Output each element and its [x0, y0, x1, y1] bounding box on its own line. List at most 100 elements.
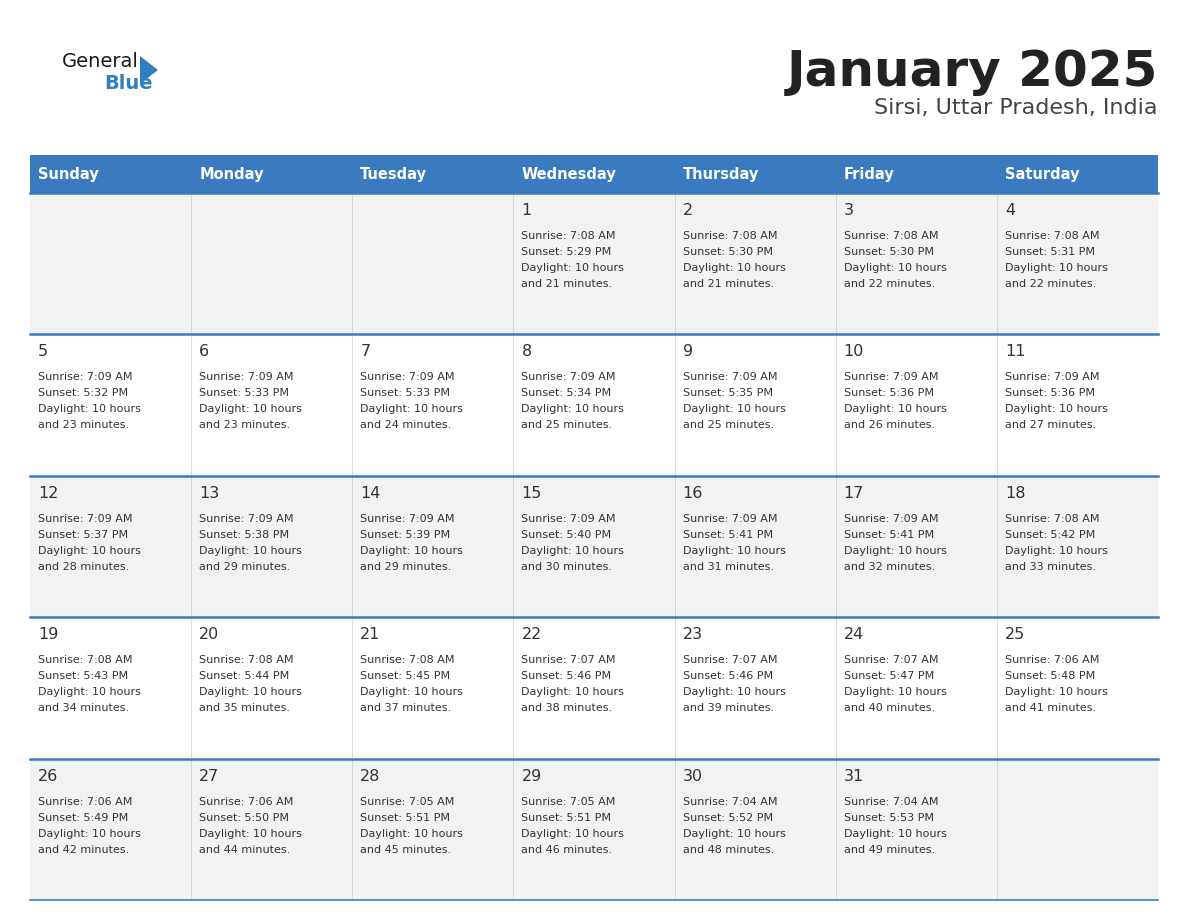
Text: Sunset: 5:38 PM: Sunset: 5:38 PM: [200, 530, 289, 540]
Text: Sunset: 5:43 PM: Sunset: 5:43 PM: [38, 671, 128, 681]
Text: Sunrise: 7:09 AM: Sunrise: 7:09 AM: [360, 514, 455, 524]
Text: Sirsi, Uttar Pradesh, India: Sirsi, Uttar Pradesh, India: [874, 98, 1158, 118]
Text: and 22 minutes.: and 22 minutes.: [843, 279, 935, 289]
Text: and 23 minutes.: and 23 minutes.: [38, 420, 129, 431]
Text: Sunrise: 7:09 AM: Sunrise: 7:09 AM: [200, 373, 293, 383]
Text: Sunset: 5:30 PM: Sunset: 5:30 PM: [843, 247, 934, 257]
Text: Sunrise: 7:04 AM: Sunrise: 7:04 AM: [683, 797, 777, 807]
Text: 15: 15: [522, 486, 542, 501]
Text: 17: 17: [843, 486, 864, 501]
Text: and 29 minutes.: and 29 minutes.: [360, 562, 451, 572]
Text: Sunrise: 7:08 AM: Sunrise: 7:08 AM: [1005, 514, 1099, 524]
Text: Sunset: 5:35 PM: Sunset: 5:35 PM: [683, 388, 772, 398]
Text: Sunset: 5:51 PM: Sunset: 5:51 PM: [360, 812, 450, 823]
Text: and 45 minutes.: and 45 minutes.: [360, 845, 451, 855]
Text: Blue: Blue: [105, 74, 152, 93]
Text: 1: 1: [522, 203, 532, 218]
Text: Daylight: 10 hours: Daylight: 10 hours: [360, 546, 463, 555]
Text: Daylight: 10 hours: Daylight: 10 hours: [38, 546, 141, 555]
Text: Daylight: 10 hours: Daylight: 10 hours: [200, 546, 302, 555]
Text: and 24 minutes.: and 24 minutes.: [360, 420, 451, 431]
Text: and 49 minutes.: and 49 minutes.: [843, 845, 935, 855]
Text: Daylight: 10 hours: Daylight: 10 hours: [522, 405, 625, 414]
Text: and 32 minutes.: and 32 minutes.: [843, 562, 935, 572]
Text: Daylight: 10 hours: Daylight: 10 hours: [38, 405, 141, 414]
Text: and 26 minutes.: and 26 minutes.: [843, 420, 935, 431]
Text: January 2025: January 2025: [786, 48, 1158, 96]
Text: and 21 minutes.: and 21 minutes.: [522, 279, 613, 289]
Text: Daylight: 10 hours: Daylight: 10 hours: [1005, 546, 1107, 555]
Text: Sunset: 5:50 PM: Sunset: 5:50 PM: [200, 812, 289, 823]
Text: Sunset: 5:41 PM: Sunset: 5:41 PM: [843, 530, 934, 540]
Text: Sunset: 5:41 PM: Sunset: 5:41 PM: [683, 530, 772, 540]
Text: Daylight: 10 hours: Daylight: 10 hours: [360, 405, 463, 414]
Text: and 42 minutes.: and 42 minutes.: [38, 845, 129, 855]
Text: Daylight: 10 hours: Daylight: 10 hours: [843, 405, 947, 414]
Text: Daylight: 10 hours: Daylight: 10 hours: [683, 405, 785, 414]
Text: 22: 22: [522, 627, 542, 643]
Text: and 34 minutes.: and 34 minutes.: [38, 703, 129, 713]
Text: 21: 21: [360, 627, 380, 643]
Text: and 48 minutes.: and 48 minutes.: [683, 845, 773, 855]
Text: 26: 26: [38, 768, 58, 784]
Text: and 30 minutes.: and 30 minutes.: [522, 562, 613, 572]
Text: Sunset: 5:39 PM: Sunset: 5:39 PM: [360, 530, 450, 540]
Text: Daylight: 10 hours: Daylight: 10 hours: [200, 405, 302, 414]
Polygon shape: [140, 56, 158, 84]
Text: General: General: [62, 52, 139, 71]
Text: Daylight: 10 hours: Daylight: 10 hours: [843, 829, 947, 839]
Text: Sunset: 5:49 PM: Sunset: 5:49 PM: [38, 812, 128, 823]
Text: 5: 5: [38, 344, 49, 360]
Text: 11: 11: [1005, 344, 1025, 360]
Text: Sunrise: 7:09 AM: Sunrise: 7:09 AM: [843, 514, 939, 524]
Text: Sunrise: 7:08 AM: Sunrise: 7:08 AM: [1005, 231, 1099, 241]
Text: Sunset: 5:36 PM: Sunset: 5:36 PM: [1005, 388, 1095, 398]
Text: 28: 28: [360, 768, 380, 784]
Text: Sunset: 5:33 PM: Sunset: 5:33 PM: [200, 388, 289, 398]
Text: 29: 29: [522, 768, 542, 784]
Text: 25: 25: [1005, 627, 1025, 643]
Text: Sunrise: 7:07 AM: Sunrise: 7:07 AM: [683, 655, 777, 666]
Text: Sunrise: 7:09 AM: Sunrise: 7:09 AM: [683, 373, 777, 383]
Text: Sunrise: 7:07 AM: Sunrise: 7:07 AM: [522, 655, 615, 666]
Text: and 28 minutes.: and 28 minutes.: [38, 562, 129, 572]
Text: and 33 minutes.: and 33 minutes.: [1005, 562, 1095, 572]
Text: Daylight: 10 hours: Daylight: 10 hours: [522, 546, 625, 555]
Text: Tuesday: Tuesday: [360, 166, 428, 182]
Text: Sunrise: 7:08 AM: Sunrise: 7:08 AM: [683, 231, 777, 241]
Text: Sunrise: 7:08 AM: Sunrise: 7:08 AM: [200, 655, 293, 666]
Text: 4: 4: [1005, 203, 1015, 218]
Bar: [513, 155, 675, 193]
Text: Daylight: 10 hours: Daylight: 10 hours: [360, 688, 463, 697]
Text: Sunset: 5:42 PM: Sunset: 5:42 PM: [1005, 530, 1095, 540]
Text: Daylight: 10 hours: Daylight: 10 hours: [1005, 688, 1107, 697]
Text: Daylight: 10 hours: Daylight: 10 hours: [683, 546, 785, 555]
Text: Sunset: 5:45 PM: Sunset: 5:45 PM: [360, 671, 450, 681]
Text: 27: 27: [200, 768, 220, 784]
Bar: [675, 155, 835, 193]
Text: Daylight: 10 hours: Daylight: 10 hours: [38, 829, 141, 839]
Text: Daylight: 10 hours: Daylight: 10 hours: [200, 688, 302, 697]
Text: 3: 3: [843, 203, 854, 218]
Bar: [30, 155, 191, 193]
Text: Sunrise: 7:09 AM: Sunrise: 7:09 AM: [360, 373, 455, 383]
Text: Sunrise: 7:09 AM: Sunrise: 7:09 AM: [683, 514, 777, 524]
Text: and 25 minutes.: and 25 minutes.: [683, 420, 773, 431]
Text: Daylight: 10 hours: Daylight: 10 hours: [38, 688, 141, 697]
Text: 12: 12: [38, 486, 58, 501]
Text: Monday: Monday: [200, 166, 264, 182]
Text: 19: 19: [38, 627, 58, 643]
Text: Daylight: 10 hours: Daylight: 10 hours: [683, 829, 785, 839]
Text: 10: 10: [843, 344, 864, 360]
Text: Sunset: 5:44 PM: Sunset: 5:44 PM: [200, 671, 290, 681]
Bar: [30, 334, 1158, 476]
Text: 30: 30: [683, 768, 702, 784]
Text: Friday: Friday: [843, 166, 895, 182]
Text: Sunrise: 7:09 AM: Sunrise: 7:09 AM: [522, 373, 615, 383]
Text: Sunset: 5:37 PM: Sunset: 5:37 PM: [38, 530, 128, 540]
Text: Sunrise: 7:08 AM: Sunrise: 7:08 AM: [360, 655, 455, 666]
Text: Sunset: 5:52 PM: Sunset: 5:52 PM: [683, 812, 772, 823]
Text: Sunrise: 7:09 AM: Sunrise: 7:09 AM: [38, 514, 133, 524]
Text: and 37 minutes.: and 37 minutes.: [360, 703, 451, 713]
Text: Sunset: 5:47 PM: Sunset: 5:47 PM: [843, 671, 934, 681]
